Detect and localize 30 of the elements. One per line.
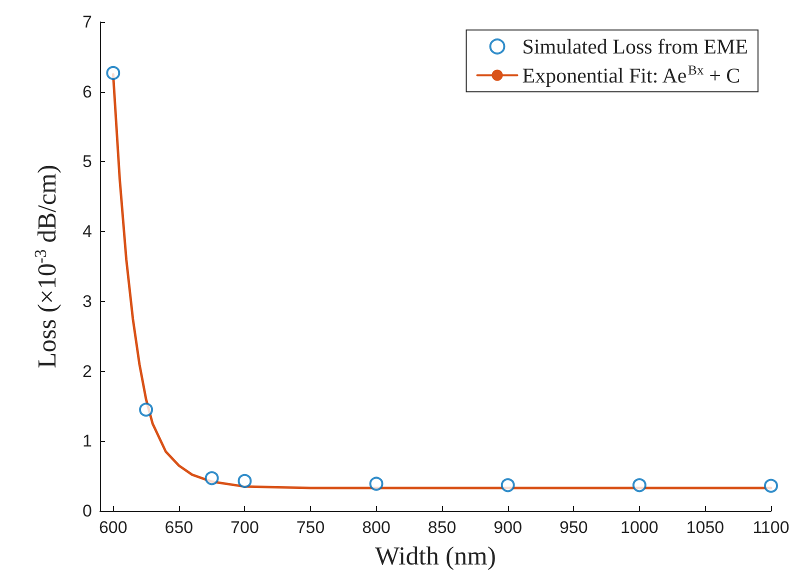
- point: [369, 476, 384, 491]
- x-tick-label: 1050: [686, 518, 724, 537]
- x-tick-label: 750: [296, 518, 325, 537]
- y-tick-label: 2: [82, 362, 92, 381]
- y-tick-label: 6: [82, 82, 92, 102]
- x-tick-label: 700: [230, 518, 259, 537]
- y-tick-label: 7: [82, 12, 92, 32]
- x-tick-label: 950: [559, 518, 588, 537]
- y-axis-title: Loss (×10-3 dB/cm): [31, 164, 62, 368]
- point: [632, 478, 646, 492]
- y-tick-label: 3: [82, 292, 92, 311]
- y-tick-label: 4: [82, 222, 92, 242]
- point: [204, 471, 219, 486]
- y-tick-label: 0: [82, 502, 92, 520]
- x-axis-title: Width (nm): [375, 542, 496, 570]
- legend-label: Simulated Loss from EME: [522, 34, 748, 58]
- x-tick-label: 800: [362, 518, 390, 537]
- x-tick-label: 900: [494, 518, 522, 537]
- point: [106, 66, 120, 80]
- x-tick-label: 650: [164, 518, 194, 537]
- x-tick-label: 600: [98, 518, 128, 537]
- y-tick-label: 1: [82, 432, 92, 451]
- point: [139, 402, 154, 417]
- x-tick-label: 850: [428, 518, 456, 537]
- point: [238, 474, 252, 488]
- point: [500, 478, 515, 492]
- y-tick-label: 5: [82, 152, 92, 172]
- point: [764, 478, 778, 493]
- x-tick-label: 1000: [620, 518, 658, 537]
- x-tick-label: 1100: [752, 518, 790, 537]
